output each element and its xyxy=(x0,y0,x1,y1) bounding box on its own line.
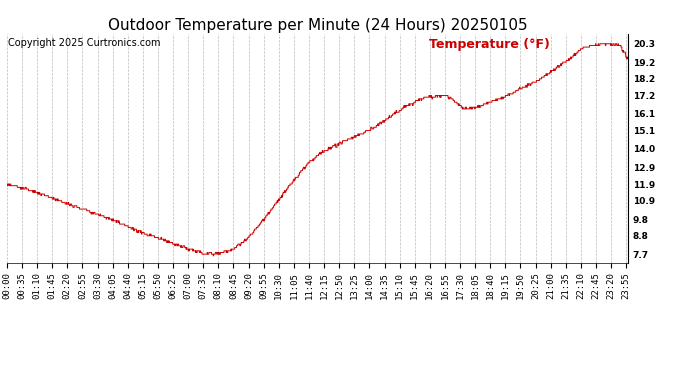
Text: Copyright 2025 Curtronics.com: Copyright 2025 Curtronics.com xyxy=(8,38,161,48)
Title: Outdoor Temperature per Minute (24 Hours) 20250105: Outdoor Temperature per Minute (24 Hours… xyxy=(108,18,527,33)
Text: Temperature (°F): Temperature (°F) xyxy=(429,38,550,51)
